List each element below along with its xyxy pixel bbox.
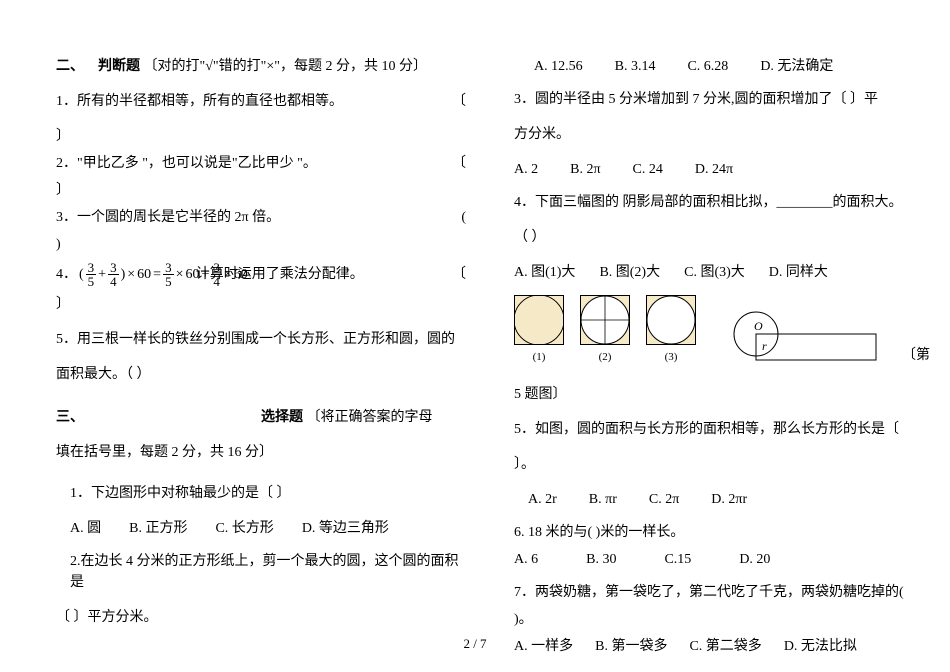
label-O: O: [754, 319, 763, 333]
rq4-a: A. 图(1)大: [514, 262, 575, 283]
q2-2-text: 2．"甲比乙多 "，也可以说是"乙比甲少 "。: [56, 156, 317, 171]
bracket-open: 〔: [452, 91, 466, 112]
q2-4-suffix: 计算时运用了乘法分配律。: [196, 264, 364, 285]
rq4-b: B. 图(2)大: [599, 262, 660, 283]
q2-4: 4． ( 35 + 34 ) × 60 = 35 × 60 + 34 × 60 …: [56, 261, 466, 288]
q2-b: B. 3.14: [615, 56, 656, 77]
rq5b: 〕。: [514, 454, 930, 475]
rq4b: （ ）: [514, 227, 930, 248]
sec2-rest: 〔对的打"√"错的打"×"，每题 2 分，共 10 分〕: [144, 59, 427, 74]
q2-5b: 面积最大。（ ）: [56, 364, 466, 385]
q2-5a: 5．用三根一样长的铁丝分别围成一个长方形、正方形和圆，圆的: [56, 329, 466, 350]
bracket-open-2: 〔: [452, 153, 466, 174]
rq6: 6. 18 米的与( )米的一样长。: [514, 522, 930, 543]
fig1-wrap: (1): [514, 295, 564, 366]
frac-3-5: 35: [86, 261, 97, 288]
label-r: r: [762, 339, 767, 353]
rp: ): [121, 264, 126, 285]
sec3-rest: 〔将正确答案的字母: [307, 410, 433, 425]
q2-4-num: 4．: [56, 264, 77, 285]
s3q1-c: C. 长方形: [215, 518, 273, 539]
rq4-opts: A. 图(1)大 B. 图(2)大 C. 图(3)大 D. 同样大: [514, 262, 930, 283]
s3q1: 1．下边图形中对称轴最少的是〔 〕: [56, 483, 466, 504]
s3q1-a: A. 圆: [70, 518, 101, 539]
eq: =: [153, 264, 161, 285]
fig-extra: 〔第: [902, 345, 930, 366]
sec2-title: 判断题: [98, 59, 140, 74]
rq5-c: C. 2π: [649, 489, 679, 510]
rq5-b: B. πr: [589, 489, 617, 510]
rq3-c: C. 24: [633, 159, 663, 180]
rq6-c: C.15: [664, 549, 691, 570]
q2-d: D. 无法确定: [760, 56, 833, 77]
rq3: 3．圆的半径由 5 分米增加到 7 分米,圆的面积增加了〔 〕平: [514, 89, 930, 110]
sec2-num: 二、: [56, 59, 84, 74]
rq6-opts: A. 6 B. 30 C.15 D. 20: [514, 549, 930, 570]
sec3-title: 选择题: [261, 410, 303, 425]
times-1: ×: [127, 264, 135, 285]
s3q1-opts: A. 圆 B. 正方形 C. 长方形 D. 等边三角形: [56, 518, 466, 539]
q2-3: 3．一个圆的周长是它半径的 2π 倍。 (: [56, 207, 466, 228]
q2-1-text: 1．所有的半径都相等，所有的直径也都相等。: [56, 94, 343, 109]
rq3-b: B. 2π: [570, 159, 600, 180]
fig3-svg: [646, 295, 696, 345]
s3q1-b: B. 正方形: [129, 518, 187, 539]
left-column: 二、 判断题 〔对的打"√"错的打"×"，每题 2 分，共 10 分〕 1．所有…: [56, 56, 466, 669]
rq3-a: A. 2: [514, 159, 538, 180]
q2-4-close: 〕: [56, 294, 466, 315]
rq4: 4．下面三幅图的 阴影局部的面积相比拟，________的面积大。: [514, 192, 930, 213]
rq5-a: A. 2r: [528, 489, 557, 510]
sec2-heading: 二、 判断题 〔对的打"√"错的打"×"，每题 2 分，共 10 分〕: [56, 56, 466, 77]
fig3-wrap: (3): [646, 295, 696, 366]
q2-a: A. 12.56: [534, 56, 583, 77]
fig2-svg: [580, 295, 630, 345]
sec3-line2: 填在括号里，每题 2 分，共 16 分〕: [56, 442, 466, 463]
s3q2: 2.在边长 4 分米的正方形纸上，剪一个最大的圆，这个圆的面积是: [56, 551, 466, 593]
frac-3-5-b: 35: [163, 261, 174, 288]
fig1-label: (1): [514, 349, 564, 366]
q2-opts: A. 12.56 B. 3.14 C. 6.28 D. 无法确定: [534, 56, 930, 77]
rq3b: 方分米。: [514, 124, 930, 145]
q2-3-text: 3．一个圆的周长是它半径的 2π 倍。: [56, 210, 280, 225]
rq4-c: C. 图(3)大: [684, 262, 745, 283]
fig3-label: (3): [646, 349, 696, 366]
rq5-d: D. 2πr: [711, 489, 747, 510]
q2-2-close: 〕: [56, 180, 466, 201]
rq3-d: D. 24π: [695, 159, 733, 180]
rq6-b: B. 30: [586, 549, 616, 570]
rq7b: )。: [514, 609, 930, 630]
page-footer: 2 / 7: [0, 636, 950, 652]
sec3-num: 三、: [56, 410, 84, 425]
rq4-d: D. 同样大: [769, 262, 828, 283]
right-column: A. 12.56 B. 3.14 C. 6.28 D. 无法确定 3．圆的半径由…: [514, 56, 930, 669]
rq6-a: A. 6: [514, 549, 538, 570]
times-2: ×: [176, 264, 184, 285]
figures-row: (1) (2) (3): [514, 295, 930, 366]
paren-open: (: [461, 207, 466, 228]
rq3-opts: A. 2 B. 2π C. 24 D. 24π: [514, 159, 930, 180]
q2-1-close: 〕: [56, 126, 466, 147]
rq5: 5．如图，圆的面积与长方形的面积相等，那么长方形的长是〔: [514, 419, 930, 440]
q2-2: 2．"甲比乙多 "，也可以说是"乙比甲少 "。 〔: [56, 153, 466, 174]
fig5-svg: O r: [732, 310, 892, 366]
fig5-wrap: O r: [732, 310, 892, 366]
fig2-wrap: (2): [580, 295, 630, 366]
bracket-open-4: 〔: [452, 264, 466, 285]
rq5-opts: A. 2r B. πr C. 2π D. 2πr: [528, 489, 930, 510]
q2-3-close: ): [56, 234, 466, 255]
rq7: 7．两袋奶糖，第一袋吃了，第二代吃了千克，两袋奶糖吃掉的(: [514, 582, 930, 603]
q2-1: 1．所有的半径都相等，所有的直径也都相等。 〔: [56, 91, 466, 112]
fig-extra2: 5 题图〕: [514, 384, 930, 405]
sixty-1: 60: [137, 264, 151, 285]
fig2-label: (2): [580, 349, 630, 366]
rq6-d: D. 20: [739, 549, 770, 570]
q2-c: C. 6.28: [687, 56, 728, 77]
lp: (: [79, 264, 84, 285]
sec3-heading: 三、 选择题 〔将正确答案的字母: [56, 407, 466, 428]
fig1-svg: [514, 295, 564, 345]
s3q1-d: D. 等边三角形: [302, 518, 389, 539]
plus-1: +: [98, 264, 106, 285]
frac-3-4: 34: [108, 261, 119, 288]
s3q2b: 〔 〕平方分米。: [56, 607, 466, 628]
